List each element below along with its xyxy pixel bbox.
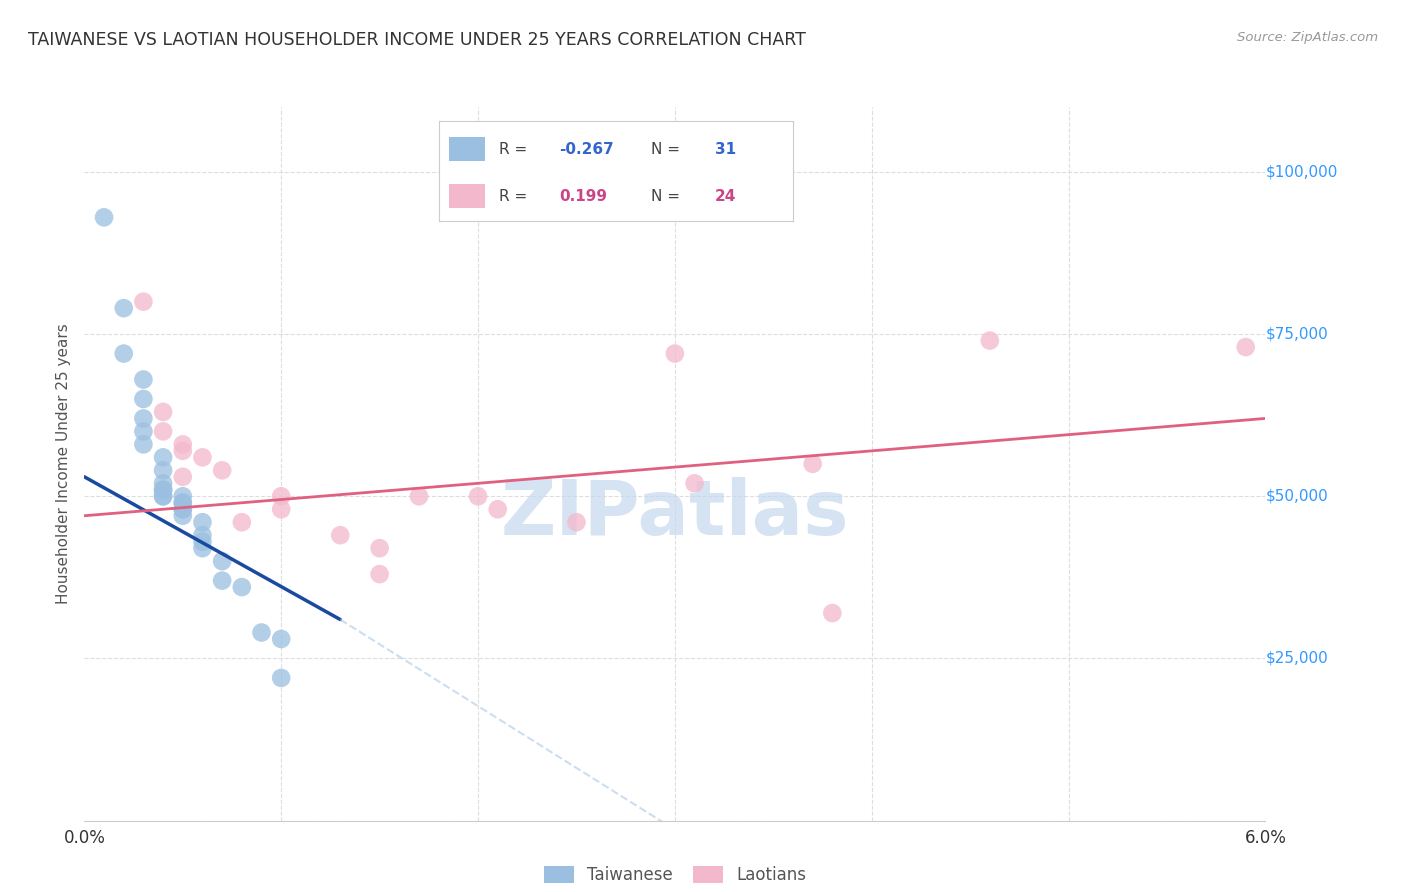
Point	[1234, 340, 1257, 354]
Point	[801, 457, 824, 471]
Point	[270, 502, 292, 516]
Point	[191, 515, 214, 529]
Point	[152, 483, 174, 497]
Text: ZIPatlas: ZIPatlas	[501, 477, 849, 550]
Point	[112, 301, 135, 315]
Point	[683, 476, 706, 491]
Point	[191, 528, 214, 542]
Point	[368, 541, 391, 556]
Point	[152, 489, 174, 503]
Point	[172, 508, 194, 523]
Text: $25,000: $25,000	[1265, 651, 1329, 666]
Point	[191, 450, 214, 465]
Text: Source: ZipAtlas.com: Source: ZipAtlas.com	[1237, 31, 1378, 45]
Point	[172, 502, 194, 516]
Point	[172, 437, 194, 451]
Text: $75,000: $75,000	[1265, 326, 1329, 342]
Point	[191, 534, 214, 549]
Point	[152, 463, 174, 477]
Point	[152, 425, 174, 439]
Point	[152, 405, 174, 419]
Point	[270, 671, 292, 685]
Point	[172, 496, 194, 510]
Point	[132, 294, 155, 309]
Point	[172, 496, 194, 510]
Point	[152, 476, 174, 491]
Point	[112, 346, 135, 360]
Point	[211, 554, 233, 568]
Point	[250, 625, 273, 640]
Point	[152, 483, 174, 497]
Point	[152, 450, 174, 465]
Point	[368, 567, 391, 582]
Point	[132, 372, 155, 386]
Point	[270, 489, 292, 503]
Point	[172, 443, 194, 458]
Point	[408, 489, 430, 503]
Point	[132, 437, 155, 451]
Point	[565, 515, 588, 529]
Point	[172, 470, 194, 484]
Point	[172, 502, 194, 516]
Point	[132, 411, 155, 425]
Y-axis label: Householder Income Under 25 years: Householder Income Under 25 years	[56, 324, 72, 604]
Point	[486, 502, 509, 516]
Point	[132, 425, 155, 439]
Point	[467, 489, 489, 503]
Point	[231, 580, 253, 594]
Point	[191, 541, 214, 556]
Text: $50,000: $50,000	[1265, 489, 1329, 504]
Point	[231, 515, 253, 529]
Point	[270, 632, 292, 646]
Legend: Taiwanese, Laotians: Taiwanese, Laotians	[544, 865, 806, 884]
Point	[132, 392, 155, 406]
Point	[821, 606, 844, 620]
Text: TAIWANESE VS LAOTIAN HOUSEHOLDER INCOME UNDER 25 YEARS CORRELATION CHART: TAIWANESE VS LAOTIAN HOUSEHOLDER INCOME …	[28, 31, 806, 49]
Point	[152, 489, 174, 503]
Point	[172, 489, 194, 503]
Point	[329, 528, 352, 542]
Point	[664, 346, 686, 360]
Text: $100,000: $100,000	[1265, 164, 1337, 179]
Point	[93, 211, 115, 225]
Point	[211, 574, 233, 588]
Point	[211, 463, 233, 477]
Point	[979, 334, 1001, 348]
